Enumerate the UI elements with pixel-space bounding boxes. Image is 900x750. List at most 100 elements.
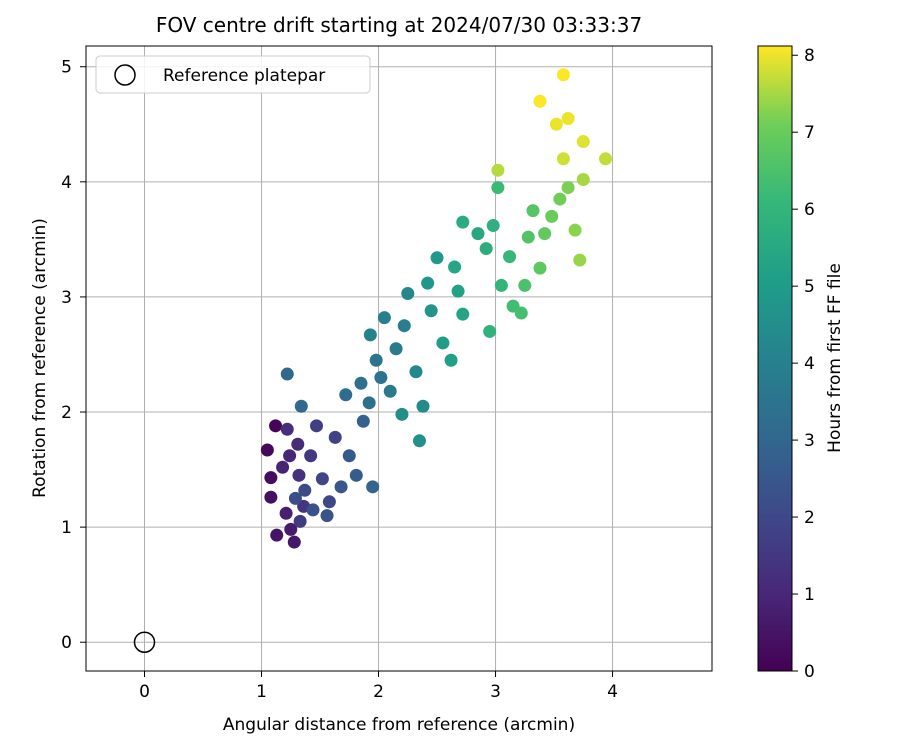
y-tick-label: 2 — [61, 403, 72, 423]
scatter-point — [366, 480, 380, 494]
scatter-point — [514, 306, 528, 320]
scatter-point — [576, 135, 590, 149]
x-tick-label: 1 — [256, 682, 267, 702]
y-tick-label: 1 — [61, 518, 72, 538]
legend: Reference platepar — [95, 55, 371, 94]
scatter-point — [549, 117, 563, 131]
legend-entry-reference: Reference platepar — [163, 66, 325, 86]
scatter-point — [436, 336, 450, 350]
scatter-point — [304, 449, 318, 463]
scatter-point — [430, 251, 444, 265]
scatter-point — [533, 94, 547, 108]
scatter-point — [494, 278, 508, 292]
colorbar-tick-label: 5 — [804, 277, 815, 297]
colorbar-label: Hours from first FF file — [825, 263, 845, 453]
x-axis-label: Angular distance from reference (arcmin) — [223, 715, 575, 735]
scatter-point — [553, 192, 567, 206]
scatter-point — [377, 311, 391, 325]
scatter-point — [283, 449, 297, 463]
scatter-point — [421, 276, 435, 290]
y-tick-label: 3 — [61, 288, 72, 308]
scatter-point — [260, 443, 274, 457]
scatter-point — [374, 370, 388, 384]
colorbar-tick-label: 6 — [804, 200, 815, 220]
scatter-point — [294, 399, 308, 413]
scatter-point — [306, 503, 320, 517]
scatter-point — [264, 490, 278, 504]
colorbar-tick-label: 4 — [804, 354, 815, 374]
x-tick-label: 2 — [373, 682, 384, 702]
y-tick-label: 5 — [61, 58, 72, 78]
scatter-point — [424, 304, 438, 318]
x-axis-ticks: 0 1 2 3 4 — [139, 671, 618, 702]
scatter-point — [284, 522, 298, 536]
plot-area: 0 1 2 3 4 0 1 2 3 4 5 — [61, 45, 713, 702]
colorbar-tick-label: 3 — [804, 431, 815, 451]
scatter-point — [491, 181, 505, 195]
scatter-point — [573, 253, 587, 267]
x-tick-label: 0 — [139, 682, 150, 702]
scatter-point — [328, 430, 342, 444]
scatter-point — [471, 227, 485, 241]
scatter-point — [545, 209, 559, 223]
scatter-point — [409, 365, 423, 379]
scatter-point — [556, 68, 570, 82]
scatter-point — [533, 261, 547, 275]
colorbar-tick-label: 1 — [804, 585, 815, 605]
scatter-point — [322, 495, 336, 509]
reference-platepar-point — [133, 631, 156, 653]
scatter-point — [279, 506, 293, 520]
scatter-point — [369, 353, 383, 367]
colorbar-gradient — [757, 45, 793, 672]
plot-background — [86, 46, 712, 671]
scatter-point — [288, 491, 302, 505]
scatter-point — [561, 112, 575, 126]
scatter-point — [334, 480, 348, 494]
colorbar-tick-label: 8 — [804, 46, 815, 66]
scatter-point — [339, 388, 353, 402]
scatter-point — [486, 219, 500, 233]
y-tick-label: 0 — [61, 633, 72, 653]
legend-box — [95, 55, 371, 94]
scatter-point — [349, 468, 363, 482]
scatter-point — [568, 223, 582, 237]
colorbar: 0 1 2 3 4 5 6 7 8 Hours from first FF file — [757, 45, 845, 682]
scatter-point — [576, 173, 590, 187]
scatter-point — [276, 460, 290, 474]
scatter-point — [310, 419, 324, 433]
scatter-point — [412, 434, 426, 448]
scatter-point — [356, 414, 370, 428]
reference-marker — [133, 631, 156, 653]
scatter-point — [298, 483, 312, 497]
y-tick-label: 4 — [61, 173, 72, 193]
scatter-point — [264, 471, 278, 485]
scatter-point — [518, 278, 532, 292]
scatter-point — [395, 407, 409, 421]
scatter-point — [315, 472, 329, 486]
scatter-point — [383, 384, 397, 398]
x-tick-label: 4 — [607, 682, 618, 702]
scatter-point — [456, 307, 470, 321]
scatter-point — [292, 468, 306, 482]
scatter-point — [451, 284, 465, 298]
scatter-points — [260, 68, 613, 549]
scatter-point — [444, 353, 458, 367]
scatter-point — [362, 396, 376, 410]
colorbar-tick-label: 2 — [804, 508, 815, 528]
scatter-point — [354, 376, 368, 390]
scatter-point — [448, 260, 462, 274]
scatter-point — [320, 509, 334, 523]
plot-frame — [85, 45, 713, 672]
scatter-point — [280, 422, 294, 436]
chart-title: FOV centre drift starting at 2024/07/30 … — [156, 13, 642, 37]
scatter-point — [483, 324, 497, 338]
scatter-point — [293, 514, 307, 528]
scatter-point — [556, 152, 570, 166]
colorbar-tick-label: 0 — [804, 662, 815, 682]
scatter-point — [538, 227, 552, 241]
scatter-point — [479, 242, 493, 256]
scatter-point — [389, 342, 403, 356]
scatter-point — [599, 152, 613, 166]
x-tick-label: 3 — [490, 682, 501, 702]
